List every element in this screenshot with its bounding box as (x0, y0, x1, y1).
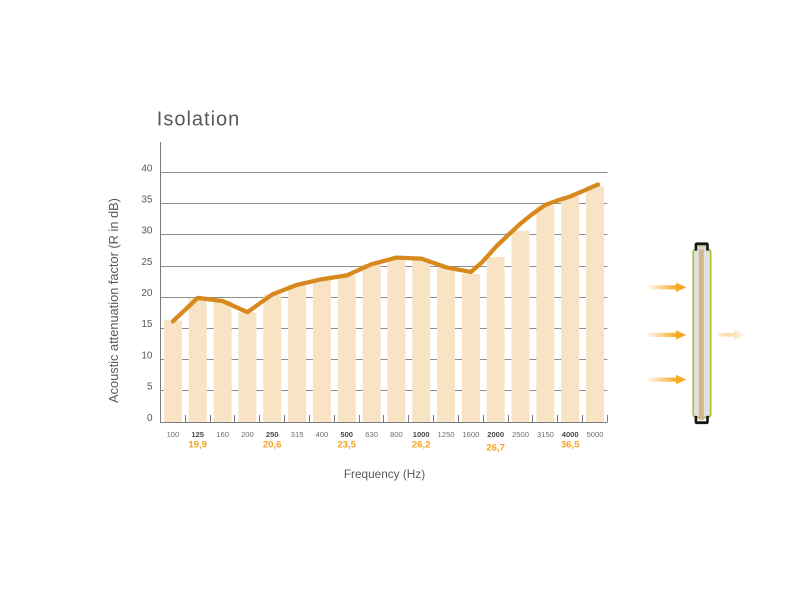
svg-text:36,5: 36,5 (561, 439, 580, 450)
svg-text:19,9: 19,9 (188, 439, 207, 450)
svg-text:20: 20 (141, 288, 153, 299)
svg-text:5000: 5000 (587, 430, 604, 439)
svg-text:1000: 1000 (413, 430, 430, 439)
svg-text:35: 35 (141, 195, 153, 206)
svg-text:23,5: 23,5 (337, 439, 356, 450)
svg-text:0: 0 (147, 413, 153, 424)
svg-text:3150: 3150 (537, 430, 554, 439)
svg-text:Frequency (Hz): Frequency (Hz) (344, 467, 425, 481)
svg-text:25: 25 (141, 257, 153, 268)
svg-text:15: 15 (141, 319, 153, 330)
svg-text:630: 630 (365, 430, 378, 439)
svg-text:250: 250 (266, 430, 279, 439)
svg-text:26,2: 26,2 (412, 439, 431, 450)
svg-text:20,6: 20,6 (263, 439, 282, 450)
svg-text:400: 400 (316, 430, 329, 439)
svg-text:5: 5 (147, 382, 153, 393)
svg-text:1250: 1250 (438, 430, 455, 439)
svg-text:160: 160 (216, 430, 229, 439)
svg-text:800: 800 (390, 430, 403, 439)
svg-text:1600: 1600 (462, 430, 479, 439)
svg-text:2000: 2000 (487, 430, 504, 439)
svg-text:Acoustic attenuation factor (R: Acoustic attenuation factor (R in dB) (106, 198, 121, 403)
svg-text:315: 315 (291, 430, 304, 439)
svg-text:4000: 4000 (562, 430, 579, 439)
svg-text:Isolation: Isolation (157, 109, 241, 131)
svg-text:500: 500 (340, 430, 353, 439)
svg-text:10: 10 (141, 350, 153, 361)
svg-text:30: 30 (141, 226, 153, 237)
svg-text:100: 100 (167, 430, 180, 439)
svg-text:200: 200 (241, 430, 254, 439)
svg-text:2500: 2500 (512, 430, 529, 439)
svg-text:125: 125 (191, 430, 204, 439)
svg-text:26,7: 26,7 (486, 443, 505, 454)
svg-text:40: 40 (141, 163, 153, 174)
